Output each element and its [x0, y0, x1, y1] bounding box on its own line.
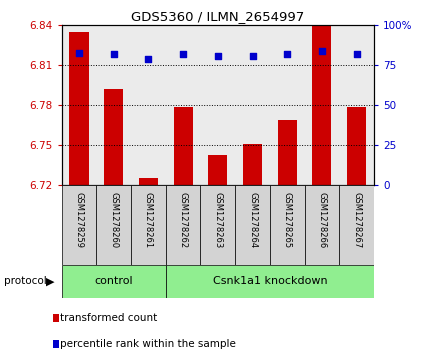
Bar: [201, 185, 235, 265]
Bar: [70, 32, 88, 185]
Bar: [243, 144, 262, 185]
Point: [214, 53, 221, 59]
Bar: [208, 155, 227, 185]
Text: GSM1278260: GSM1278260: [109, 192, 118, 248]
Bar: [139, 179, 158, 185]
Title: GDS5360 / ILMN_2654997: GDS5360 / ILMN_2654997: [131, 10, 304, 23]
Point: [145, 56, 152, 62]
Bar: [166, 265, 374, 298]
Point: [249, 53, 256, 59]
Text: GSM1278265: GSM1278265: [283, 192, 292, 248]
Bar: [347, 107, 366, 185]
Text: protocol: protocol: [4, 276, 47, 286]
Point: [353, 51, 360, 57]
Text: GSM1278263: GSM1278263: [213, 192, 222, 248]
Text: percentile rank within the sample: percentile rank within the sample: [59, 339, 235, 349]
Bar: [173, 107, 193, 185]
Text: GSM1278267: GSM1278267: [352, 192, 361, 248]
Bar: [62, 265, 166, 298]
Text: ▶: ▶: [46, 276, 55, 286]
Text: GSM1278261: GSM1278261: [144, 192, 153, 248]
Point: [75, 50, 82, 56]
Text: GSM1278259: GSM1278259: [74, 192, 84, 248]
Text: Csnk1a1 knockdown: Csnk1a1 knockdown: [213, 276, 327, 286]
Bar: [339, 185, 374, 265]
Text: GSM1278266: GSM1278266: [317, 192, 326, 248]
Bar: [312, 25, 331, 185]
Bar: [104, 89, 123, 185]
Bar: [62, 185, 96, 265]
Bar: [270, 185, 304, 265]
Point: [110, 51, 117, 57]
Bar: [278, 120, 297, 185]
Point: [319, 48, 326, 54]
Bar: [304, 185, 339, 265]
Text: control: control: [94, 276, 133, 286]
Bar: [235, 185, 270, 265]
Bar: [166, 185, 201, 265]
Bar: [96, 185, 131, 265]
Point: [180, 51, 187, 57]
Text: GSM1278264: GSM1278264: [248, 192, 257, 248]
Bar: [131, 185, 166, 265]
Point: [284, 51, 291, 57]
Text: GSM1278262: GSM1278262: [179, 192, 187, 248]
Text: transformed count: transformed count: [59, 313, 157, 323]
